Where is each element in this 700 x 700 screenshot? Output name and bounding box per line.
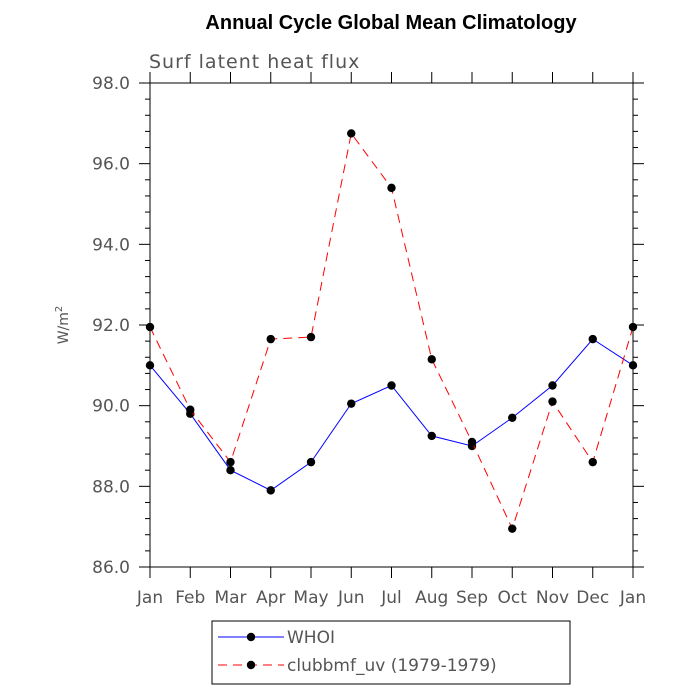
x-tick-label: Mar <box>214 588 246 608</box>
legend-label: WHOI <box>287 628 335 648</box>
y-tick-label: 86.0 <box>92 558 130 578</box>
data-point <box>266 334 275 344</box>
legend-marker <box>246 632 256 642</box>
data-point <box>628 361 638 370</box>
x-tick-label: Jan <box>619 588 646 608</box>
y-axis-label-superscript: 2 <box>54 306 65 312</box>
y-tick-label: 98.0 <box>92 74 130 94</box>
x-tick-label: Apr <box>256 588 285 608</box>
y-tick-label: 96.0 <box>92 155 130 175</box>
data-point <box>306 457 316 467</box>
data-point <box>347 399 356 408</box>
y-tick-label: 94.0 <box>92 235 130 255</box>
series-1 <box>145 334 638 495</box>
x-tick-label: Jul <box>380 588 402 608</box>
data-point <box>266 486 275 495</box>
data-point <box>467 437 477 447</box>
data-point <box>548 397 557 406</box>
legend-label: clubbmf_uv (1979-1979) <box>287 656 497 676</box>
x-tick-label: Jun <box>337 588 365 608</box>
data-point <box>628 322 638 332</box>
data-point <box>588 457 597 467</box>
y-axis-label-base: W/m <box>56 312 72 344</box>
data-point <box>226 457 235 467</box>
data-point <box>548 381 557 390</box>
x-tick-label: May <box>293 588 328 608</box>
data-point <box>508 413 517 422</box>
legend-items: WHOI clubbmf_uv (1979-1979) <box>218 628 497 676</box>
data-point <box>588 334 597 344</box>
x-tick-label: Nov <box>536 588 569 608</box>
legend-marker <box>246 660 256 670</box>
legend-box <box>211 620 571 685</box>
data-point <box>387 381 396 390</box>
series-line <box>149 132 634 531</box>
y-tick-label: 88.0 <box>92 477 130 497</box>
x-tick-label: Oct <box>498 588 528 608</box>
x-tick-label: Dec <box>576 588 609 608</box>
y-tick-label: 92.0 <box>92 316 130 336</box>
data-point <box>306 332 316 342</box>
data-point <box>145 322 155 332</box>
data-point <box>226 466 235 475</box>
data-point <box>427 355 436 364</box>
data-point <box>347 129 356 138</box>
legend: WHOI clubbmf_uv (1979-1979) <box>211 620 571 685</box>
axes: 86.0 88.0 90.0 92.0 94.0 96.0 98.0 Jan Feb Mar Apr… <box>92 72 646 608</box>
x-tick-label: Jan <box>136 588 163 608</box>
series-2 <box>145 129 638 533</box>
x-tick-label: Aug <box>415 588 448 608</box>
plot-frame <box>149 82 634 568</box>
y-tick-label: 90.0 <box>92 397 130 417</box>
series-line <box>149 338 634 491</box>
data-point <box>427 431 436 441</box>
x-tick-label: Feb <box>175 588 205 608</box>
x-tick-label: Sep <box>456 588 488 608</box>
chart-subtitle: Surf latent heat flux <box>149 51 360 73</box>
data-point <box>145 361 155 370</box>
y-axis-label: W/m2 <box>54 306 72 345</box>
data-point <box>508 524 517 533</box>
data-point <box>186 405 195 414</box>
chart-title: Annual Cycle Global Mean Climatology <box>205 12 577 34</box>
series-layer <box>145 129 638 533</box>
data-point <box>387 183 396 193</box>
